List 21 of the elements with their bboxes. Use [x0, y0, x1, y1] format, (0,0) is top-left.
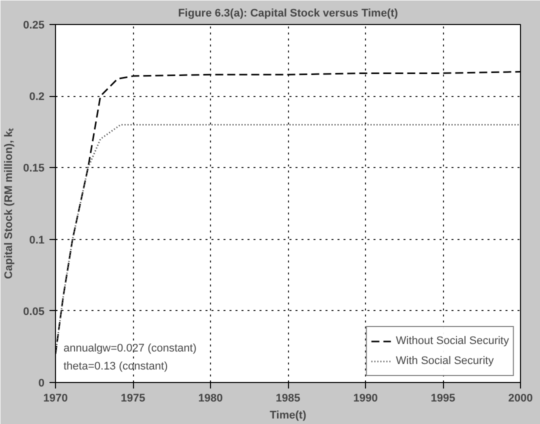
- x-tick-label: 1990: [353, 392, 378, 404]
- x-tick-label: 2000: [508, 392, 533, 404]
- legend-label: Without Social Security: [396, 335, 509, 347]
- x-tick-label: 1995: [430, 392, 456, 404]
- y-tick-label: 0.15: [23, 162, 45, 175]
- y-tick-label: 0.25: [23, 20, 45, 32]
- legend-label: With Social Security: [396, 355, 494, 367]
- chart-title: Figure 6.3(a): Capital Stock versus Time(t): [178, 8, 398, 20]
- x-tick-label: 1985: [276, 392, 300, 404]
- y-tick-label: 0.05: [23, 306, 45, 318]
- x-axis-title: Time(t): [270, 410, 307, 422]
- x-tick-label: 1975: [120, 392, 146, 404]
- y-axis-title: Capital Stock (RM million), kₜ: [3, 128, 16, 279]
- annotation: annualgw=0.027 (constant): [64, 342, 197, 354]
- annotation: theta=0.13 (constant): [64, 360, 168, 372]
- x-tick-label: 1980: [198, 392, 223, 404]
- y-tick-label: 0.2: [29, 91, 45, 104]
- y-tick-label: 0.1: [29, 234, 45, 246]
- line-series: [56, 124, 520, 355]
- y-tick-label: 0: [38, 378, 45, 390]
- x-tick-label: 1970: [43, 392, 68, 404]
